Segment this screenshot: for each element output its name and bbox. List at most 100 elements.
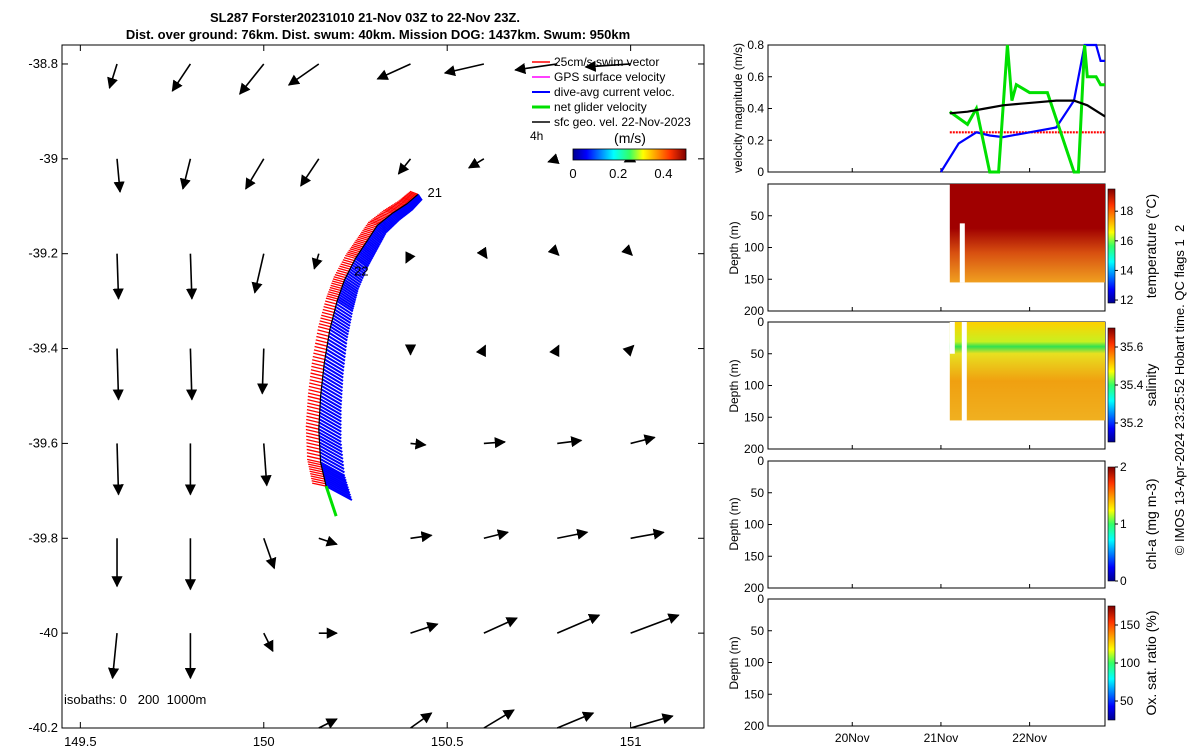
swim-vector [386, 207, 396, 213]
dive-avg-current-vector [361, 247, 375, 258]
geo-velocity-arrow [483, 617, 518, 634]
swim-vector [305, 425, 319, 430]
map-colorbar-ticks: 0 0.2 0.4 [569, 166, 672, 181]
temperature-cbar-tick-label: 16 [1120, 234, 1134, 248]
swim-vector [369, 220, 380, 225]
swim-vector [351, 244, 363, 250]
dive-avg-current-vector [318, 428, 342, 443]
geo-velocity-arrow [630, 528, 665, 540]
velocity-ytick-label: 0.6 [747, 70, 764, 84]
swim-vector [408, 191, 417, 196]
dive-avg-current-vector [318, 418, 342, 433]
dive-avg-current-vector [324, 358, 345, 372]
swim-vector [366, 223, 377, 228]
dive-avg-current-vector [366, 239, 379, 250]
geo-velocity-arrow [557, 528, 589, 540]
dive-avg-current-vector [359, 250, 373, 262]
dive-avg-current-vector [322, 375, 344, 389]
dive-avg-current-vector [332, 317, 351, 330]
dive-avg-current-vector [400, 207, 409, 216]
swim-vector [357, 236, 368, 241]
geo-velocity-arrow [171, 63, 192, 92]
dive-avg-current-vector [403, 205, 411, 214]
geo-velocity-arrow [251, 253, 265, 294]
geo-velocity-arrow [584, 60, 631, 72]
chla-cbar-tick-label: 0 [1120, 574, 1127, 588]
dive-avg-current-vector [325, 482, 352, 499]
dive-avg-current-vector [324, 355, 345, 369]
chla-ytick-label: 100 [744, 518, 764, 532]
temperature-colorbar [1107, 188, 1116, 304]
swim-vector [326, 295, 339, 300]
dive-avg-current-vector [382, 219, 393, 229]
legend-swim-label: 25cm/s swim vector [554, 55, 659, 69]
geo-velocity-arrow [300, 158, 320, 187]
dive-avg-current-vector [407, 202, 415, 211]
swim-vector [320, 317, 333, 322]
dive-avg-current-vector [340, 289, 357, 302]
swim-vector [309, 470, 324, 475]
swim-vector [330, 284, 342, 289]
salinity-cbar-tick-label: 35.4 [1120, 378, 1144, 392]
dive-avg-current-vector [358, 252, 372, 264]
swim-vector [317, 325, 330, 331]
swim-vector [329, 286, 341, 292]
track-label-22: 22 [354, 263, 368, 278]
dive-avg-current-vector [321, 381, 343, 396]
geo-velocity-arrow [245, 158, 265, 190]
swim-vector [399, 199, 409, 204]
dive-avg-current-vector [318, 438, 343, 453]
swim-vector [318, 323, 331, 328]
geo-velocity-vectors [107, 60, 680, 729]
dive-avg-current-vector [409, 200, 417, 209]
dive-avg-current-vector [372, 231, 384, 241]
swim-vector [305, 432, 320, 437]
chla-colorbar-label: chl-a (mg m-3) [1143, 478, 1159, 569]
swim-vector [310, 372, 323, 377]
swim-vector [333, 276, 345, 281]
salinity-section-fill [949, 322, 1105, 421]
swim-vector [398, 200, 408, 205]
dive-avg-current-vector [328, 335, 348, 349]
swim-vector [358, 234, 369, 240]
temperature-data-gap [959, 223, 965, 283]
dive-avg-current-vector [394, 210, 403, 220]
swim-vector [306, 442, 320, 447]
dive-avg-current-vector [384, 218, 394, 228]
dive-avg-current-vector [335, 303, 353, 316]
dive-avg-current-vector [390, 213, 399, 223]
legend-dive-label: dive-avg current veloc. [554, 85, 675, 99]
map-axes-frame [61, 44, 705, 729]
map-xtick-label: 150 [253, 734, 275, 749]
dive-avg-current-vector [340, 287, 357, 300]
temperature-cbar-tick-label: 14 [1120, 263, 1134, 277]
swim-vector [312, 355, 326, 361]
swim-vector [372, 218, 383, 223]
geo-velocity-arrow [185, 253, 198, 300]
track-label-21: 21 [428, 185, 442, 200]
oxygen-axis-ticks: 0 50 100 150 200 20Nov 21Nov 22Nov [744, 592, 1047, 745]
swim-vector [311, 480, 326, 485]
chla-ytick-label: 50 [751, 486, 765, 500]
oxygen-ytick-label: 50 [751, 624, 765, 638]
dive-avg-current-vector [376, 224, 388, 234]
map-ytick-label: -39.8 [28, 530, 58, 545]
swim-vector [387, 206, 397, 212]
swim-vector [405, 194, 414, 199]
map-colorbar-tick-label: 0 [569, 166, 576, 181]
dive-avg-current-vector [323, 368, 344, 382]
dive-avg-current-vector [324, 478, 351, 494]
dive-avg-current-vector [321, 468, 348, 484]
dive-avg-current-vector [343, 281, 359, 293]
salinity-cbar-tick-label: 35.2 [1120, 416, 1144, 430]
dive-avg-current-vector [417, 193, 423, 201]
swim-vector [305, 422, 320, 427]
dive-avg-current-vector [321, 385, 343, 399]
dive-avg-current-vector [368, 237, 380, 248]
swim-vector [307, 461, 322, 466]
swim-vector [383, 209, 393, 214]
temperature-ytick-label: 150 [744, 272, 764, 286]
swim-vector [345, 254, 356, 260]
velocity-ytick-label: 0.4 [747, 102, 764, 116]
dive-avg-current-vector [319, 411, 342, 426]
